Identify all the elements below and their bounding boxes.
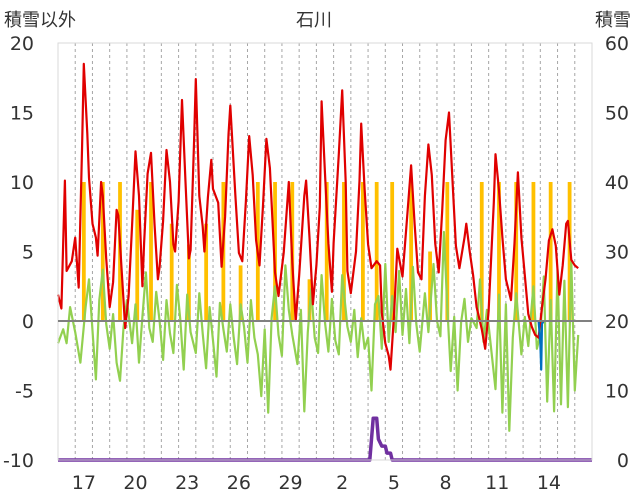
- y-right-tick-label: 20: [605, 311, 629, 333]
- sunshine-bar: [324, 182, 329, 321]
- precip-line: [537, 320, 545, 371]
- axes: -10 -5 0 5 10 15 20 0 10 20 30 40 50 60 17 20 23 26 29 2 5 8 1…: [3, 33, 629, 494]
- y-left-tick-label: -5: [15, 381, 34, 403]
- sunshine-bar: [149, 182, 153, 321]
- min_temp-line: [56, 230, 580, 432]
- sunshine-bar: [548, 182, 553, 321]
- y-left-tick-label: 10: [10, 172, 34, 194]
- y-right-tick-label: 40: [605, 172, 629, 194]
- sunshine-bar: [135, 209, 140, 321]
- sunshine-bar: [514, 182, 519, 321]
- sunshine-bar: [445, 182, 450, 321]
- snow-line: [58, 416, 592, 462]
- y-right-tick-label: 50: [605, 103, 629, 125]
- y-axis-left-title: 積雪以外: [4, 10, 76, 31]
- y-right-tick-label: 30: [605, 242, 629, 264]
- x-tick-label: 2: [336, 472, 348, 494]
- sunshine-bar: [169, 223, 174, 321]
- x-tick-label: 20: [123, 472, 147, 494]
- y-left-tick-label: 20: [10, 33, 34, 55]
- sunshine-bars: [81, 182, 572, 321]
- chart-title: 石川: [296, 10, 332, 31]
- y-right-tick-label: 0: [617, 450, 629, 472]
- x-tick-label: 11: [485, 472, 509, 494]
- sunshine-bar: [531, 182, 536, 321]
- y-left-tick-label: 15: [10, 103, 34, 125]
- sunshine-bar: [479, 182, 484, 321]
- plot-area-border: [57, 42, 593, 461]
- sunshine-bar: [428, 251, 432, 321]
- sunshine-bar: [238, 265, 243, 321]
- max_temp-line: [56, 62, 579, 371]
- y-axis-right-title: 積雪: [595, 10, 631, 31]
- sunshine-bar: [81, 182, 86, 321]
- sunshine-bar: [342, 182, 346, 321]
- sunshine-bar: [100, 182, 105, 321]
- series-lines: [56, 62, 592, 462]
- sunshine-bar: [390, 182, 395, 321]
- x-tick-label: 14: [537, 472, 561, 494]
- x-tick-label: 29: [278, 472, 302, 494]
- y-right-tick-label: 10: [605, 381, 629, 403]
- sunshine-bar: [497, 182, 501, 321]
- y-left-tick-label: -10: [3, 450, 34, 472]
- sunshine-bar: [361, 182, 365, 321]
- sunshine-bar: [187, 244, 191, 321]
- x-tick-label: 23: [175, 472, 199, 494]
- y-left-tick-label: 0: [22, 311, 34, 333]
- x-tick-label: 17: [72, 472, 96, 494]
- x-tick-label: 8: [440, 472, 452, 494]
- y-right-tick-label: 60: [605, 33, 629, 55]
- sunshine-bar: [409, 182, 414, 321]
- y-left-tick-label: 5: [22, 242, 34, 264]
- sunshine-bar: [204, 223, 209, 321]
- x-tick-label: 26: [227, 472, 251, 494]
- x-tick-label: 5: [388, 472, 400, 494]
- sunshine-bar: [374, 182, 379, 321]
